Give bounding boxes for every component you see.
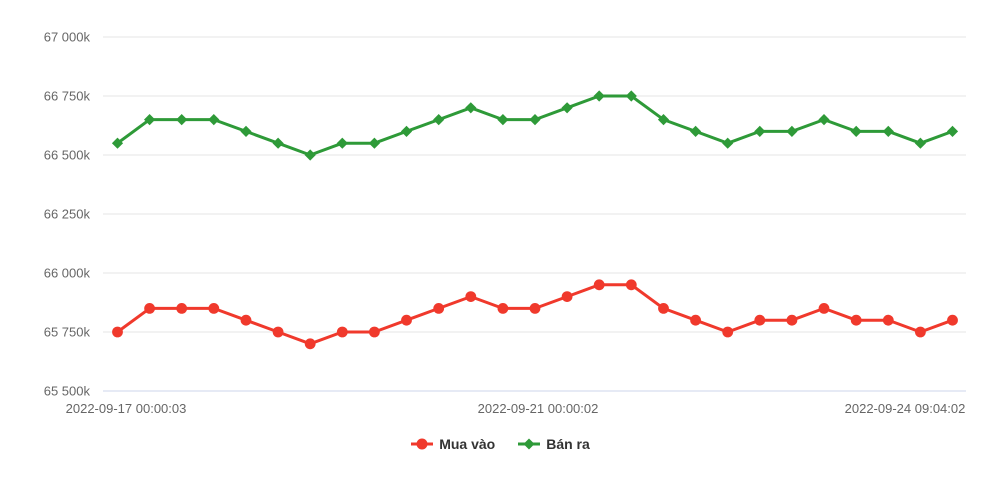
- series-1-point-marker[interactable]: [625, 90, 637, 102]
- series-1-point-marker[interactable]: [561, 102, 573, 114]
- series-0-point-marker[interactable]: [304, 338, 316, 350]
- series-0-point-marker[interactable]: [401, 314, 412, 326]
- y-axis-label: 66 500k: [44, 148, 91, 163]
- legend-item-ban-ra[interactable]: Bán ra: [517, 436, 590, 452]
- series-0-point-marker[interactable]: [272, 326, 284, 338]
- series-0-point-marker[interactable]: [176, 303, 188, 314]
- series-1-line: [116, 94, 954, 157]
- series-0-point-marker[interactable]: [336, 326, 348, 338]
- series-1-point-marker[interactable]: [240, 125, 252, 137]
- legend-label-mua-vao: Mua vào: [439, 436, 496, 452]
- series-0-point-marker[interactable]: [112, 326, 123, 338]
- series-1-point-marker[interactable]: [657, 114, 670, 126]
- series-1-point-marker[interactable]: [914, 137, 926, 149]
- y-axis-label: 66 000k: [44, 266, 91, 281]
- series-0-point-marker[interactable]: [497, 303, 509, 314]
- series-1-point-marker[interactable]: [497, 114, 509, 126]
- series-1-point-marker[interactable]: [882, 125, 894, 137]
- series-0-point-marker[interactable]: [433, 303, 445, 314]
- legend-item-mua-vao[interactable]: Mua vào: [410, 436, 495, 452]
- legend: Mua vào Bán ra: [0, 436, 1000, 452]
- series-1-point-marker[interactable]: [786, 125, 798, 137]
- series-0-point-marker[interactable]: [915, 326, 926, 338]
- plot-area: 67 000k 66 750k 66 500k 66 250k 66 000k 65 75…: [44, 30, 966, 416]
- series-1-point-marker[interactable]: [144, 114, 156, 126]
- series-0-point-marker[interactable]: [561, 291, 573, 302]
- series-0-point-marker[interactable]: [722, 326, 734, 338]
- series-0-point-marker[interactable]: [850, 314, 862, 326]
- series-1-point-marker[interactable]: [690, 125, 702, 137]
- series-1-point-marker[interactable]: [593, 90, 605, 102]
- y-axis-label: 65 750k: [44, 325, 91, 340]
- x-axis-label: 2022-09-21 00:00:02: [478, 401, 599, 416]
- series-0-point-marker[interactable]: [690, 314, 701, 326]
- series-0-point-marker[interactable]: [369, 326, 380, 338]
- series-1-point-marker[interactable]: [529, 114, 541, 126]
- y-axis-label: 67 000k: [44, 30, 91, 45]
- series-0-point-marker[interactable]: [947, 314, 958, 326]
- series-0-point-marker[interactable]: [754, 314, 766, 326]
- series-1-point-marker[interactable]: [176, 114, 188, 126]
- legend-label-ban-ra: Bán ra: [546, 436, 590, 452]
- series-0-point-marker[interactable]: [818, 303, 830, 314]
- series-1-point-marker[interactable]: [946, 125, 959, 137]
- series-1-point-marker[interactable]: [336, 137, 348, 149]
- series-1-point-marker[interactable]: [400, 125, 413, 137]
- legend-diamond-marker-icon: [518, 438, 541, 450]
- y-axis-label: 66 250k: [44, 207, 91, 222]
- series-1-point-marker[interactable]: [272, 137, 284, 149]
- series-1-point-marker[interactable]: [368, 137, 380, 149]
- series-1-point-marker[interactable]: [208, 114, 220, 126]
- series-1-point-marker[interactable]: [850, 125, 862, 137]
- series-1-point-marker[interactable]: [111, 137, 124, 149]
- x-axis-label: 2022-09-24 09:04:02: [845, 401, 966, 416]
- series-0-point-marker[interactable]: [208, 303, 220, 314]
- legend-circle-marker-icon: [411, 438, 434, 450]
- series-0-point-marker[interactable]: [529, 303, 541, 314]
- series-0-point-marker[interactable]: [658, 303, 669, 314]
- y-axis-label: 66 750k: [44, 89, 91, 104]
- series-1-point-marker[interactable]: [722, 137, 734, 149]
- series-1-point-marker[interactable]: [465, 102, 477, 114]
- series-1-point-marker[interactable]: [818, 114, 830, 126]
- series-0-point-marker[interactable]: [240, 314, 252, 326]
- series-0-point-marker[interactable]: [144, 303, 156, 314]
- series-0-point-marker[interactable]: [882, 314, 894, 326]
- series-1-point-marker[interactable]: [754, 125, 766, 137]
- series-1-point-marker[interactable]: [304, 149, 316, 161]
- series-0-line: [116, 283, 954, 346]
- series-0-point-marker[interactable]: [786, 314, 798, 326]
- series-0-point-marker[interactable]: [465, 291, 477, 302]
- series-0-point-marker[interactable]: [593, 279, 605, 291]
- series-1-point-marker[interactable]: [433, 114, 445, 126]
- y-axis-label: 65 500k: [44, 384, 91, 399]
- x-axis-label: 2022-09-17 00:00:03: [66, 401, 187, 416]
- series-0-point-marker[interactable]: [625, 279, 637, 291]
